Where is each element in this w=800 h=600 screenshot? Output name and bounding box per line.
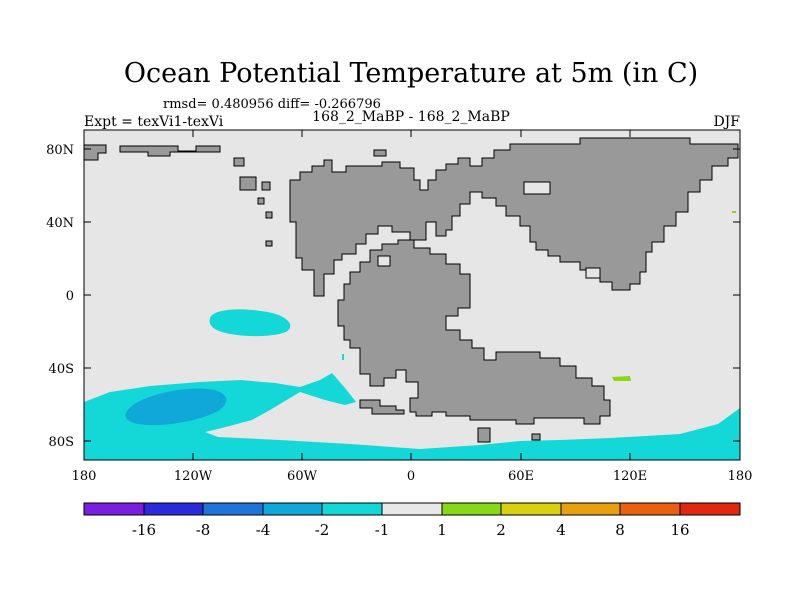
land-north-islands [233, 149, 387, 247]
y-tick-label: 80S [49, 435, 74, 450]
x-tick-label: 180 [728, 469, 753, 484]
colorbar-swatch [619, 502, 681, 516]
y-tick-labels: 80N 40N 0 40S 80S [46, 143, 74, 450]
anomaly-speck-mid [342, 354, 344, 360]
x-tick-label: 60W [287, 469, 318, 484]
colorbar-label: -1 [375, 521, 390, 539]
colorbar-swatch [83, 502, 145, 516]
land-south-fragments [477, 427, 541, 443]
stats-line: rmsd= 0.480956 diff= -0.266796 [163, 97, 381, 112]
anomaly-patch-se-pacific [209, 309, 291, 337]
y-tick-label: 0 [66, 289, 74, 304]
colorbar-swatch [262, 502, 323, 516]
colorbar [83, 502, 741, 516]
inlet-central [377, 255, 391, 267]
colorbar-swatch [321, 502, 383, 516]
colorbar-label: 2 [496, 521, 506, 539]
colorbar-swatch [560, 502, 621, 516]
land-holes [377, 181, 601, 279]
x-tick-label: 0 [407, 469, 415, 484]
colorbar-label: 4 [556, 521, 566, 539]
land-southern-spur [359, 399, 405, 415]
colorbar-label: 1 [437, 521, 447, 539]
colorbar-swatch [143, 502, 204, 516]
colorbar-label: 8 [615, 521, 625, 539]
map-panel [83, 129, 741, 461]
anomaly-band-southern-ocean [84, 373, 740, 460]
land-main-southern [337, 239, 611, 425]
anomaly-core-southern-ocean [125, 388, 227, 426]
anomaly-speck-east [732, 211, 736, 213]
y-tick-label: 40S [49, 362, 74, 377]
colorbar-swatch [500, 502, 562, 516]
colorbar-label: -8 [196, 521, 211, 539]
right-label: DJF [713, 114, 740, 130]
x-tick-labels: 180 120W 60W 0 60E 120E 180 [72, 469, 753, 484]
inlet-east [585, 267, 601, 279]
left-label: Expt = texVi1-texVi [84, 114, 224, 130]
y-tick-label: 80N [46, 143, 74, 158]
land-masses [83, 137, 739, 443]
colorbar-swatch [202, 502, 264, 516]
colorbar-label: -16 [132, 521, 156, 539]
y-tick-label: 40N [46, 216, 74, 231]
colorbar-labels: -16 -8 -4 -2 -1 1 2 4 8 16 [132, 521, 690, 539]
colorbar-swatch [441, 502, 502, 516]
x-tick-label: 60E [508, 469, 534, 484]
x-tick-label: 120E [613, 469, 647, 484]
lake-north [523, 181, 551, 195]
x-tick-label: 120W [174, 469, 213, 484]
colorbar-label: -2 [315, 521, 330, 539]
center-label: 168_2_MaBP - 168_2_MaBP [312, 109, 510, 125]
colorbar-label: 16 [670, 521, 689, 539]
colorbar-swatch [679, 502, 741, 516]
land-arctic-strip [119, 145, 221, 157]
anomaly-warm-spot [612, 376, 631, 381]
land-main-northern [289, 137, 739, 297]
chart-title: Ocean Potential Temperature at 5m (in C) [124, 58, 698, 89]
x-tick-label: 180 [72, 469, 97, 484]
colorbar-label: -4 [256, 521, 271, 539]
colorbar-swatch [381, 502, 443, 516]
axis-ticks [83, 130, 741, 460]
